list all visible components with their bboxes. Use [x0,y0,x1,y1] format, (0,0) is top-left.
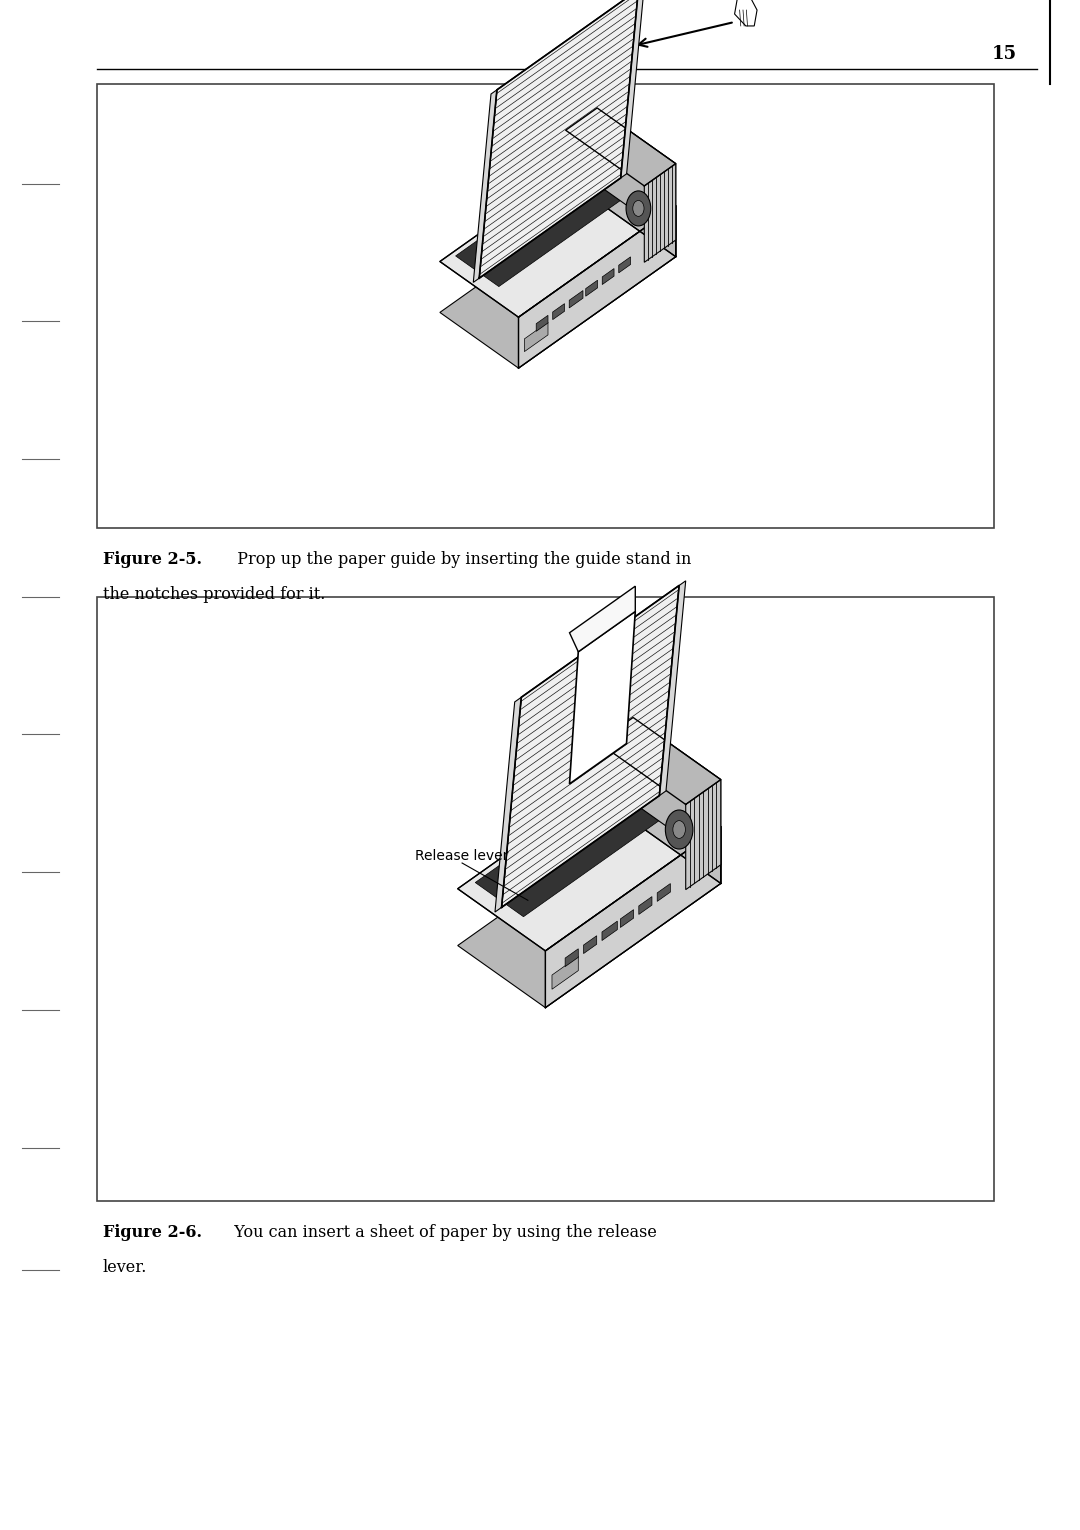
Circle shape [633,200,644,216]
Polygon shape [633,718,720,864]
Polygon shape [475,777,673,916]
Polygon shape [645,164,676,262]
Polygon shape [440,150,676,317]
Polygon shape [473,90,497,283]
Polygon shape [525,323,548,352]
Text: Figure 2-5.: Figure 2-5. [103,551,202,568]
Polygon shape [619,257,631,272]
Polygon shape [553,303,565,320]
Circle shape [626,191,651,226]
Polygon shape [620,910,634,927]
Polygon shape [658,883,671,901]
Text: Prop up the paper guide by inserting the guide stand in: Prop up the paper guide by inserting the… [227,551,691,568]
Polygon shape [569,612,635,783]
Polygon shape [621,0,645,177]
Polygon shape [440,200,676,369]
Polygon shape [458,765,720,950]
Text: Release lever: Release lever [415,849,509,863]
Polygon shape [638,897,652,915]
Circle shape [665,809,693,849]
Polygon shape [545,826,720,1008]
Polygon shape [583,936,597,953]
Polygon shape [569,291,583,308]
Text: You can insert a sheet of paper by using the release: You can insert a sheet of paper by using… [224,1224,657,1241]
Polygon shape [495,698,522,912]
Polygon shape [566,109,676,187]
Bar [97,597,994,1201]
Text: Figure 2-6.: Figure 2-6. [103,1224,202,1241]
Polygon shape [518,207,676,369]
Polygon shape [565,949,578,967]
Polygon shape [602,921,618,941]
Text: the notches provided for it.: the notches provided for it. [103,586,325,603]
Polygon shape [480,0,638,278]
Polygon shape [536,315,548,332]
Polygon shape [501,586,679,907]
Polygon shape [597,150,676,257]
Polygon shape [598,718,720,805]
Polygon shape [552,956,578,990]
Polygon shape [660,581,686,796]
Polygon shape [456,161,633,286]
Polygon shape [603,269,615,285]
Polygon shape [686,780,720,889]
Polygon shape [633,765,720,883]
Text: lever.: lever. [103,1259,147,1276]
Bar [97,84,994,528]
Polygon shape [458,822,720,1008]
Polygon shape [734,0,757,26]
Polygon shape [597,109,676,240]
Polygon shape [569,586,635,652]
Text: 15: 15 [991,44,1017,63]
Polygon shape [585,280,597,297]
Circle shape [673,820,686,838]
